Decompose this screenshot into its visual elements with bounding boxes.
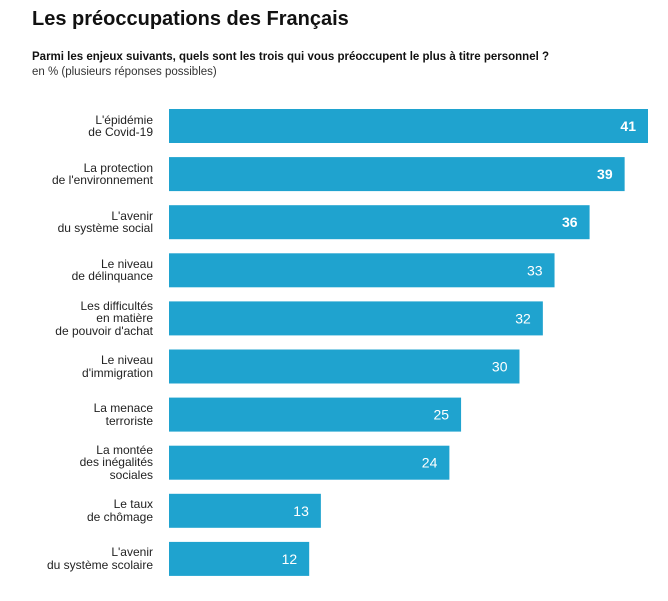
bar — [169, 541, 310, 576]
bar-value-label: 12 — [282, 551, 298, 567]
bar-value-label: 30 — [492, 359, 508, 375]
bar — [169, 253, 555, 288]
bar — [169, 349, 520, 384]
bar — [169, 493, 321, 528]
bar — [169, 301, 543, 336]
bar-value-label: 41 — [620, 118, 636, 134]
bar — [169, 397, 462, 432]
bar-value-label: 36 — [562, 214, 578, 230]
bar — [169, 157, 625, 192]
bar-value-label: 25 — [433, 407, 449, 423]
bar — [169, 205, 590, 240]
bar-value-label: 39 — [597, 166, 613, 182]
bar-value-label: 13 — [293, 503, 309, 519]
bar-value-label: 24 — [422, 455, 438, 471]
chart-subtitle: en % (plusieurs réponses possibles) — [32, 66, 217, 78]
bar-value-label: 32 — [515, 310, 531, 326]
bar — [169, 445, 450, 480]
bar — [169, 109, 648, 143]
chart-question: Parmi les enjeux suivants, quels sont le… — [32, 51, 550, 63]
chart-title: Les préoccupations des Français — [32, 8, 349, 30]
bar-value-label: 33 — [527, 262, 543, 278]
